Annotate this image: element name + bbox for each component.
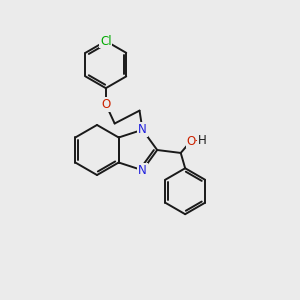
Text: -: - [195,134,199,147]
Text: Cl: Cl [100,34,112,48]
Text: N: N [138,164,147,177]
Text: O: O [101,98,110,111]
Text: N: N [138,123,147,136]
Text: H: H [198,134,207,147]
Text: O: O [186,135,196,148]
